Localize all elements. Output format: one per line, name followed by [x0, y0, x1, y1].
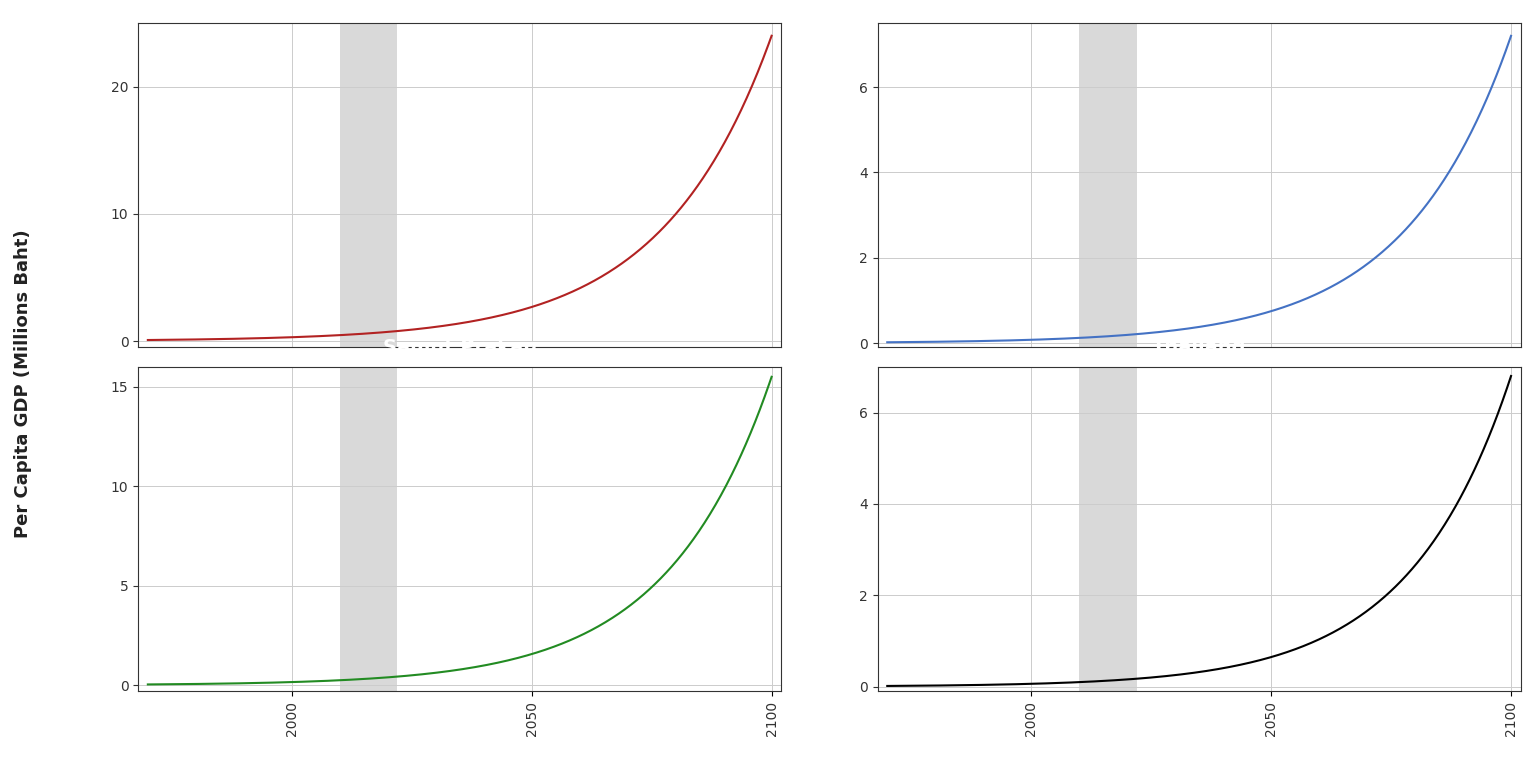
Text: Per Capita GDP (Millions Baht): Per Capita GDP (Millions Baht) [14, 230, 32, 538]
Text: Nonthaburi: Nonthaburi [1137, 0, 1261, 13]
Text: Thailand: Thailand [1152, 338, 1246, 357]
Bar [339, 367, 398, 691]
Bar [1080, 23, 1137, 347]
Bar [339, 23, 398, 347]
Text: Samut Prakan: Samut Prakan [382, 338, 536, 357]
Text: Bangkok: Bangkok [413, 0, 507, 13]
Bar [1080, 367, 1137, 691]
